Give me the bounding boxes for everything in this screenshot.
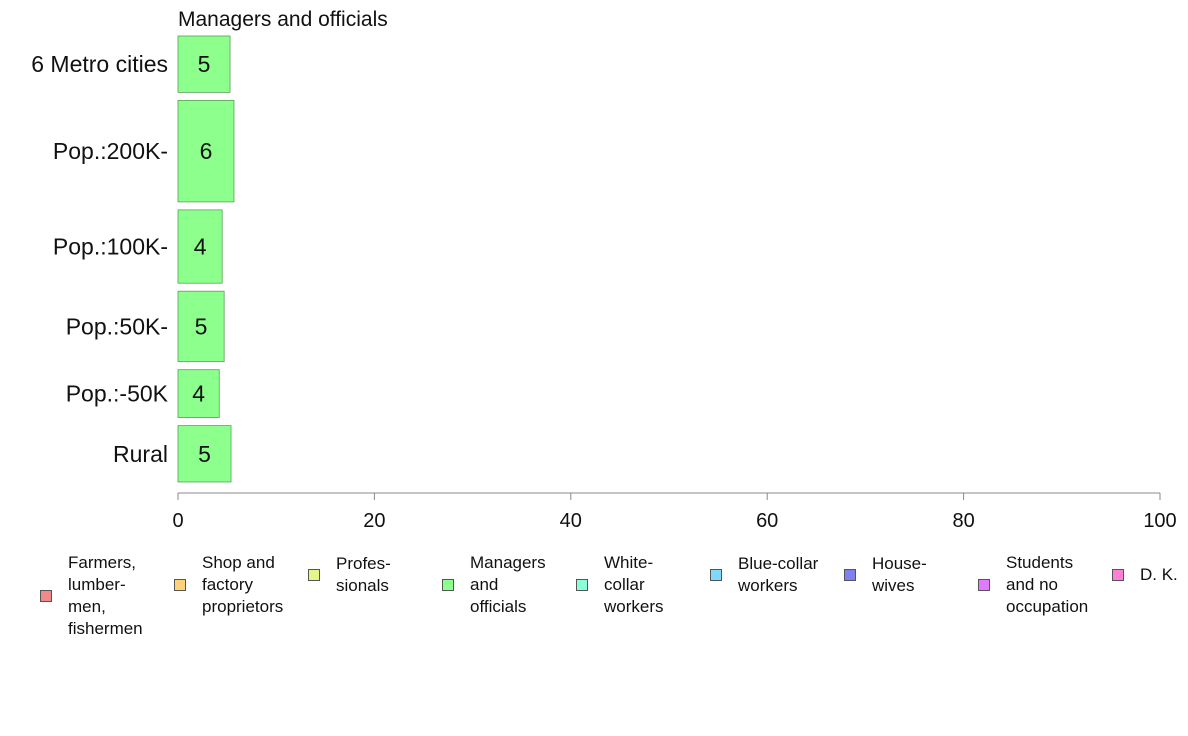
- bar-value-label: 5: [195, 313, 208, 339]
- legend-item: Students and no occupation: [978, 552, 1088, 618]
- legend-swatch: [174, 579, 186, 591]
- legend-swatch: [978, 579, 990, 591]
- legend-swatch: [442, 579, 454, 591]
- bar: [177, 290, 225, 363]
- legend-label: White- collar workers: [604, 553, 664, 616]
- legend-swatch: [844, 569, 856, 581]
- category-label: Pop.:50K-: [66, 313, 168, 339]
- legend-item: D. K.: [1112, 564, 1178, 586]
- bar-value-label: 6: [200, 138, 213, 164]
- legend-label: D. K.: [1140, 565, 1178, 584]
- legend-label: Shop and factory proprietors: [202, 553, 284, 616]
- x-tick-label: 0: [172, 510, 183, 532]
- bar: [177, 425, 232, 483]
- category-label: Pop.:-50K: [66, 381, 169, 407]
- legend-swatch: [308, 569, 320, 581]
- category-label: Pop.:200K-: [53, 138, 168, 164]
- category-labels: 6 Metro cities Pop.:200K- Pop.:100K- Pop.:5…: [31, 51, 168, 467]
- category-label: Pop.:100K-: [53, 234, 168, 260]
- legend-label: Managers and officials: [470, 553, 546, 616]
- legend-item: White- collar workers: [576, 552, 664, 618]
- legend-swatch: [40, 590, 52, 602]
- bar-value-label: 5: [198, 441, 211, 467]
- bar: [177, 35, 231, 93]
- x-tick-label: 40: [560, 510, 582, 532]
- bar-chart: Managers and officials 5 6 4 5 4 5 6 Metro ci…: [31, 8, 1177, 532]
- legend-item: Profes- sionals: [308, 553, 391, 597]
- legend-item: Shop and factory proprietors: [174, 552, 283, 618]
- legend-item: Farmers, lumber- men, fishermen: [40, 552, 143, 640]
- category-label: 6 Metro cities: [31, 51, 168, 77]
- bar: [177, 369, 220, 419]
- legend-label: Profes- sionals: [336, 554, 391, 595]
- category-label: Rural: [113, 441, 168, 467]
- legend-swatch: [576, 579, 588, 591]
- legend-swatch: [710, 569, 722, 581]
- chart-title: Managers and officials: [178, 8, 388, 31]
- legend-label: Farmers, lumber- men, fishermen: [68, 553, 143, 638]
- legend: Farmers, lumber- men, fishermen Shop and …: [0, 552, 1188, 642]
- bar: [177, 99, 235, 203]
- x-axis: 0 20 40 60 80 100: [172, 492, 1177, 532]
- bar-value-label: 4: [192, 381, 205, 407]
- x-tick-label: 80: [952, 510, 974, 532]
- legend-item: House- wives: [844, 553, 927, 597]
- bars-layer: 5 6 4 5 4 5: [177, 35, 235, 483]
- bar: [177, 209, 223, 284]
- bar-value-label: 5: [198, 51, 211, 77]
- legend-swatch: [1112, 569, 1124, 581]
- x-tick-label: 60: [756, 510, 778, 532]
- x-tick-label: 20: [363, 510, 385, 532]
- bar-value-label: 4: [194, 234, 207, 260]
- legend-item: Managers and officials: [442, 552, 546, 618]
- legend-item: Blue-collar workers: [710, 553, 818, 597]
- legend-label: Blue-collar workers: [738, 554, 819, 595]
- x-tick-label: 100: [1143, 510, 1176, 532]
- legend-label: House- wives: [872, 554, 927, 595]
- legend-label: Students and no occupation: [1006, 553, 1089, 616]
